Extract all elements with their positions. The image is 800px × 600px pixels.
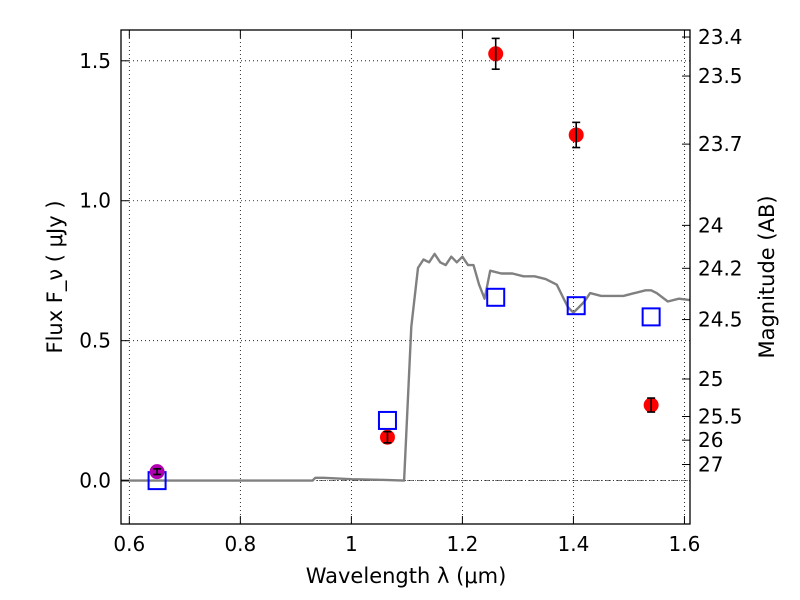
tick-layer: 0.6 0.8 1 1.2 1.4 1.6 0.0 0.5 1.0 1.5 23.4 23.5 23.7… [79,25,742,556]
model-photometry-square [486,287,506,307]
y-tick-label: 1.0 [79,189,111,213]
x-tick-label: 1.6 [669,532,701,556]
model-sed-line [121,252,691,482]
y-tick-label: 0.5 [79,329,111,353]
plot-frame [120,29,691,525]
model-photometry-square [641,307,661,327]
model-photometry-square [377,410,397,430]
magnitude-tick-label: 23.7 [698,132,743,156]
model-photometry-square [566,296,586,316]
magnitude-tick-label: 26 [698,428,723,452]
magnitude-tick-label: 25.5 [698,404,743,428]
magnitude-tick-label: 24.5 [698,308,743,332]
right-axis-label: Magnitude (AB) [755,195,779,358]
x-tick-label: 1 [345,532,358,556]
y-tick-label: 1.5 [79,49,111,73]
magnitude-tick-label: 27 [698,453,723,477]
x-tick-label: 1.4 [558,532,590,556]
magnitude-tick-label: 23.4 [698,25,743,49]
y-axis-label: Flux F_ν ( μJy ) [43,200,68,353]
y-tick-label: 0.0 [79,469,111,493]
x-tick-label: 0.6 [113,532,145,556]
x-tick-label: 0.8 [224,532,256,556]
data-layer [121,37,691,491]
x-tick-label: 1.2 [446,532,478,556]
magnitude-tick-label: 24 [698,213,723,237]
magnitude-tick-label: 24.2 [698,256,743,280]
grid-layer [121,30,690,524]
x-axis-label: Wavelength λ (μm) [306,564,507,588]
magnitude-tick-label: 23.5 [698,64,743,88]
magnitude-tick-label: 25 [698,367,723,391]
